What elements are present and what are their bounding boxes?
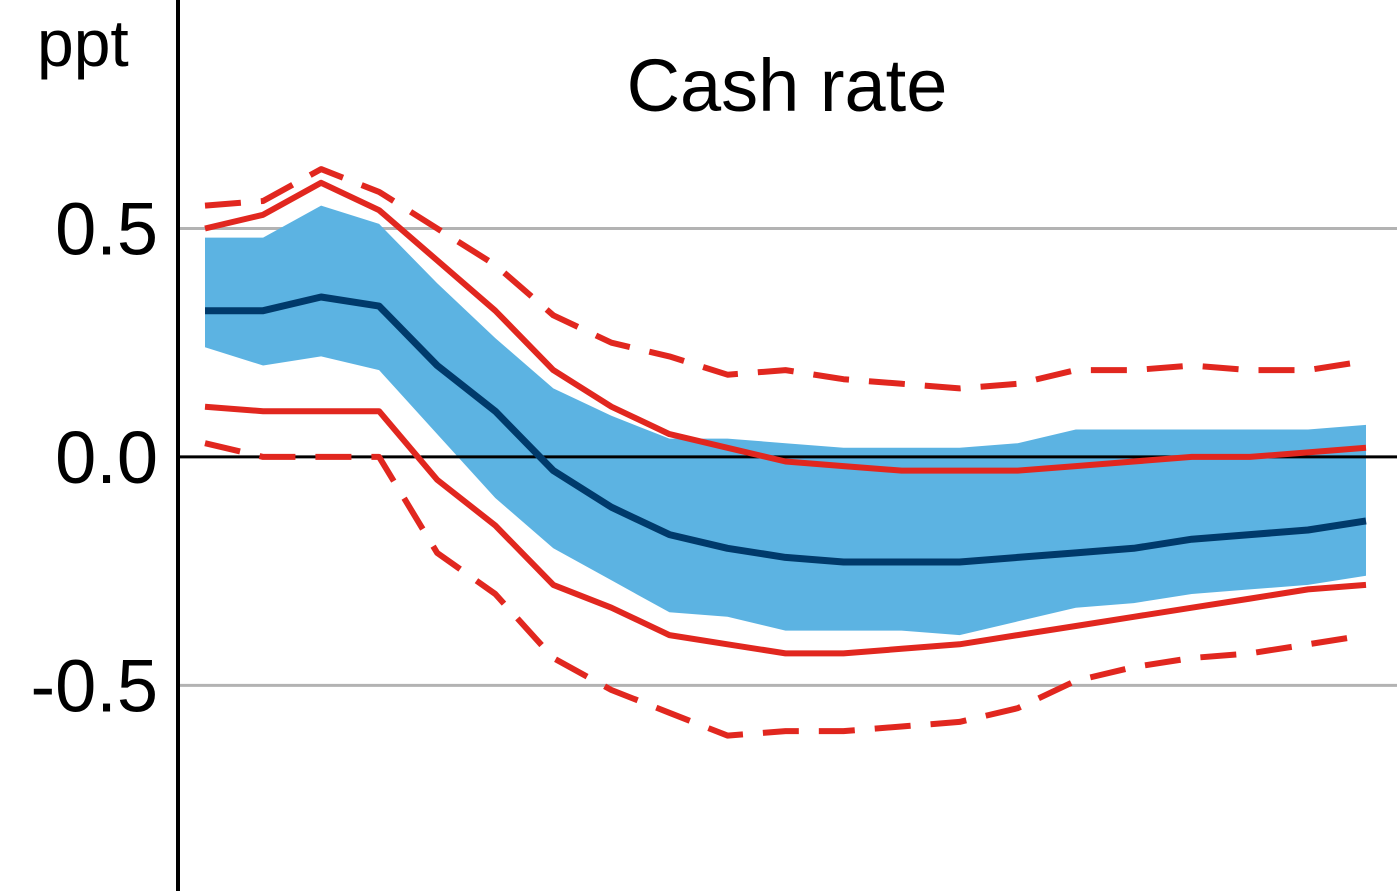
upper-solid-line — [204, 179, 1367, 474]
lower-solid-line — [204, 403, 1367, 657]
chart-title: Cash rate — [627, 44, 948, 127]
upper-dashed-line — [204, 166, 1367, 392]
lower-dashed-line — [204, 440, 1367, 739]
y-tick-label: 0.0 — [55, 416, 158, 499]
y-axis-unit-label: ppt — [37, 6, 129, 80]
y-tick-label: -0.5 — [30, 644, 158, 727]
central-estimate-line — [205, 293, 1367, 566]
plot-area: 0.5 0.0 -0.5 — [30, 0, 1397, 891]
y-tick-label: 0.5 — [55, 187, 158, 270]
confidence-band — [205, 205, 1366, 636]
